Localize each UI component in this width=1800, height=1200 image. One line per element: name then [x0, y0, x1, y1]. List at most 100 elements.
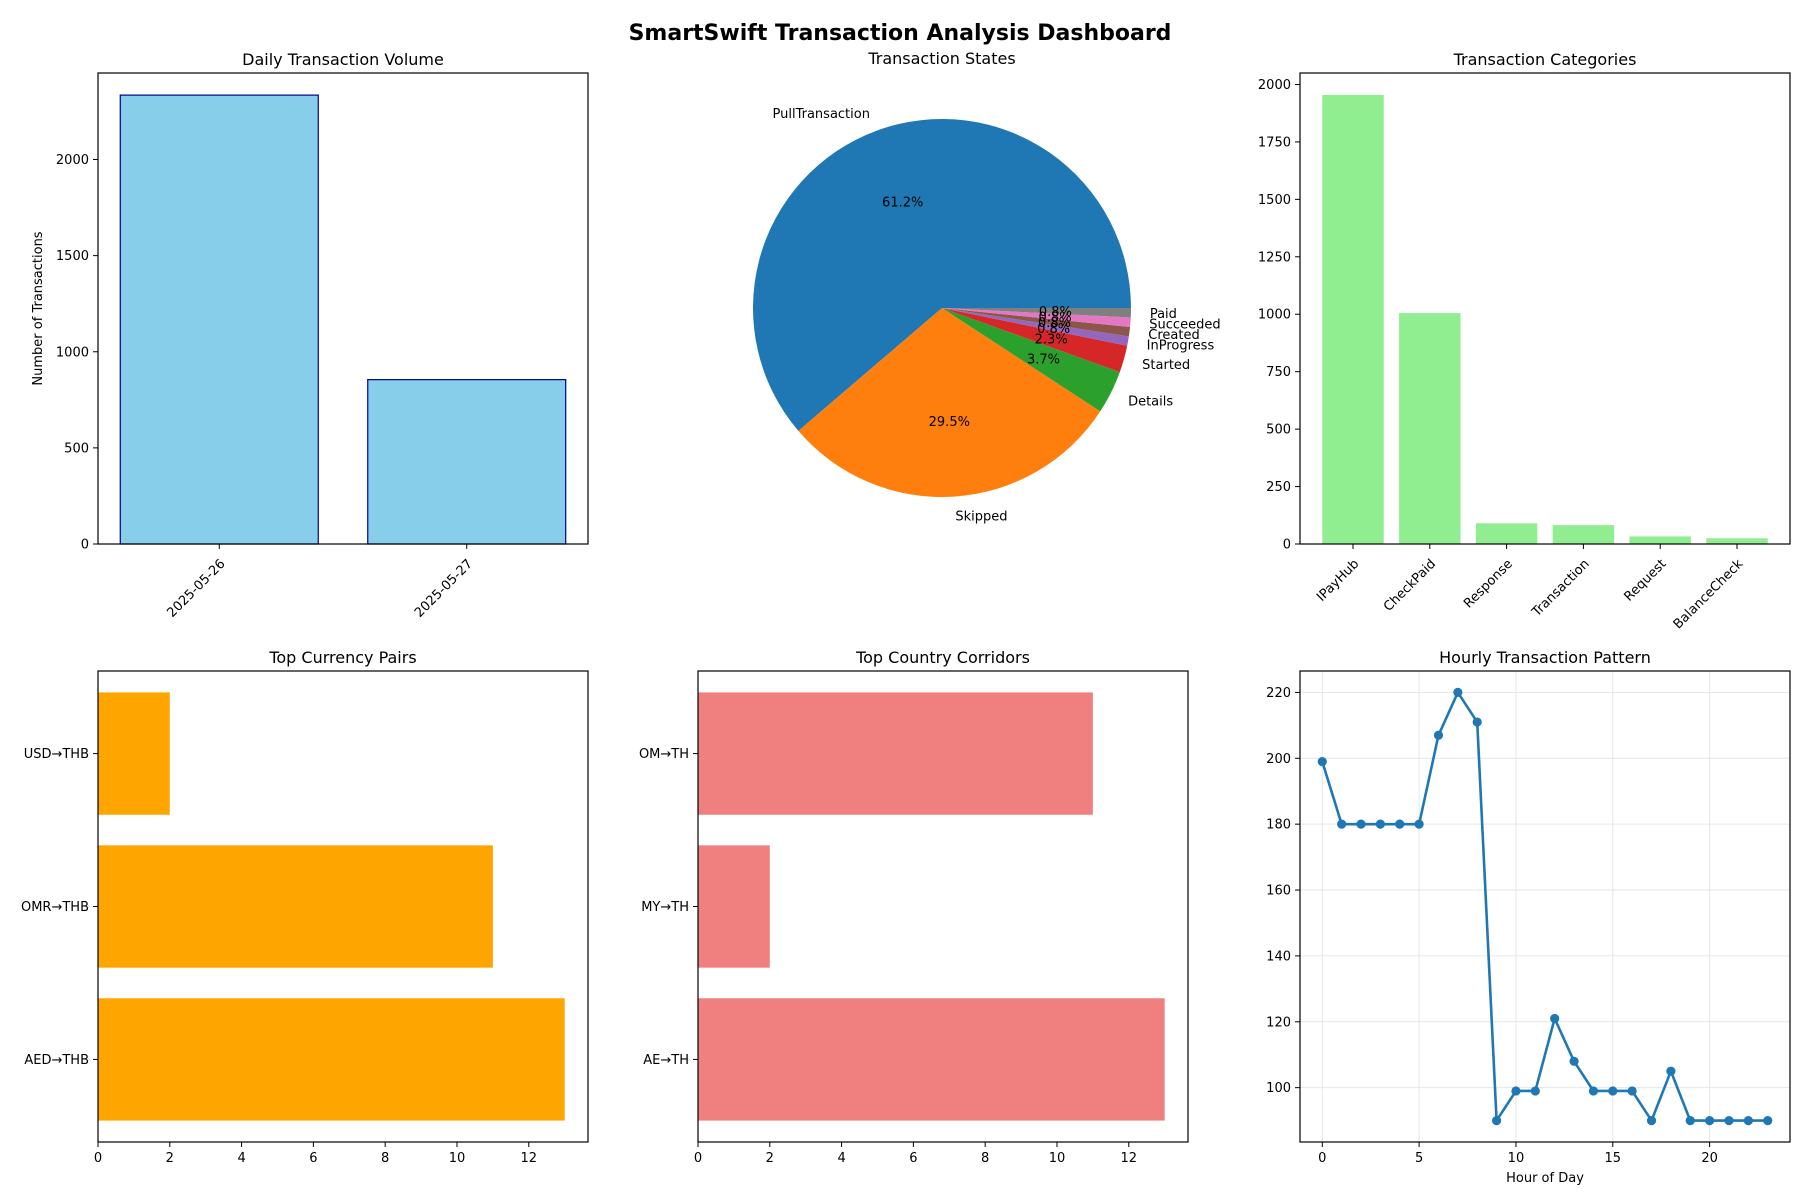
hourly-pattern-point	[1453, 687, 1463, 698]
transaction-categories-bar	[1706, 538, 1768, 544]
transaction-categories-xtick-label: BalanceCheck	[1671, 556, 1747, 632]
country-corridors-ytick-label: AE→TH	[643, 1053, 689, 1068]
hourly-pattern-point	[1705, 1115, 1715, 1126]
hourly-pattern-point	[1685, 1115, 1695, 1126]
transaction-states-slice	[942, 308, 1129, 346]
transaction-states-pct-label: 0.8%	[1039, 311, 1072, 326]
hourly-pattern-frame	[1299, 670, 1791, 1143]
currency-pairs-bar	[98, 845, 493, 968]
hourly-pattern-point	[1530, 1086, 1540, 1096]
daily-volume-ytick-label: 0	[81, 538, 89, 553]
country-corridors-xtick-label: 10	[1049, 1151, 1066, 1166]
daily-volume-bar	[119, 94, 319, 545]
hourly-pattern-point	[1317, 756, 1327, 767]
hourly-pattern-point	[1666, 1066, 1676, 1076]
daily-volume-ytick-label: 500	[64, 441, 89, 456]
daily-volume-xtick-label: 2025-05-27	[412, 557, 476, 621]
currency-pairs-xtick-label: 6	[309, 1151, 317, 1166]
transaction-states-label: Skipped	[955, 509, 1007, 524]
hourly-pattern-xtick-label: 15	[1605, 1151, 1622, 1166]
hourly-pattern-title: Hourly Transaction Pattern	[1439, 648, 1651, 667]
currency-pairs-chart: AED→THB OMR→THB USD→THB 0 2 4 6 8 10 12 Top Curren…	[21, 648, 589, 1166]
hourly-pattern-point	[1511, 1086, 1521, 1096]
dashboard-title: SmartSwift Transaction Analysis Dashboar…	[629, 21, 1172, 46]
transaction-states-slice	[942, 308, 1131, 337]
currency-pairs-xtick-label: 4	[237, 1151, 245, 1166]
transaction-states-slice	[942, 308, 1131, 318]
currency-pairs-ytick-label: USD→THB	[24, 747, 89, 762]
country-corridors-xtick-label: 12	[1120, 1151, 1137, 1166]
currency-pairs-title: Top Currency Pairs	[268, 648, 416, 667]
hourly-pattern-point	[1724, 1115, 1734, 1126]
hourly-pattern-point	[1608, 1086, 1618, 1096]
hourly-pattern-ytick-label: 220	[1266, 686, 1291, 701]
transaction-categories-frame	[1299, 72, 1791, 545]
hourly-pattern-xlabel: Hour of Day	[1506, 1171, 1584, 1186]
transaction-categories-bar	[1475, 523, 1538, 544]
transaction-states-pct-label: 0.8%	[1039, 305, 1072, 320]
daily-volume-title: Daily Transaction Volume	[242, 50, 444, 69]
hourly-pattern-ytick-label: 100	[1266, 1081, 1291, 1096]
daily-volume-ylabel: Number of Transactions	[31, 231, 46, 385]
country-corridors-xtick-label: 6	[909, 1151, 917, 1166]
transaction-categories-ytick-label: 0	[1283, 538, 1291, 553]
transaction-states-label: Succeeded	[1149, 318, 1220, 333]
transaction-states-label: PullTransaction	[773, 107, 870, 122]
transaction-categories-xtick-label: Transaction	[1529, 557, 1593, 621]
country-corridors-bar	[698, 692, 1093, 815]
currency-pairs-xtick-label: 8	[381, 1151, 389, 1166]
transaction-states-slice	[942, 308, 1131, 327]
hourly-pattern-series-line	[1321, 691, 1768, 1122]
transaction-states-pct-label: 2.3%	[1035, 333, 1068, 348]
country-corridors-ytick-label: OM→TH	[639, 747, 689, 762]
daily-volume-ytick-label: 2000	[56, 153, 89, 168]
hourly-pattern-ytick-label: 200	[1266, 752, 1291, 767]
transaction-categories-bar	[1629, 536, 1691, 544]
hourly-pattern-point	[1646, 1115, 1657, 1126]
transaction-categories-ytick-label: 250	[1266, 480, 1291, 495]
transaction-categories-xtick-label: IPayHub	[1314, 557, 1362, 605]
transaction-categories-bar	[1552, 525, 1615, 544]
country-corridors-xtick-label: 2	[766, 1151, 774, 1166]
hourly-pattern-point	[1414, 819, 1424, 829]
currency-pairs-ytick-label: AED→THB	[24, 1053, 89, 1068]
country-corridors-bar	[698, 998, 1165, 1121]
daily-volume-frame	[97, 72, 589, 545]
hourly-pattern-xtick-label: 20	[1701, 1151, 1718, 1166]
hourly-pattern-point	[1395, 819, 1405, 829]
hourly-pattern-ytick-label: 160	[1266, 884, 1291, 899]
transaction-categories-title: Transaction Categories	[1453, 50, 1637, 69]
transaction-states-pct-label: 3.7%	[1027, 353, 1060, 368]
daily-volume-xtick-label: 2025-05-26	[164, 557, 228, 621]
transaction-states-pct-label: 29.5%	[929, 415, 970, 430]
daily-volume-ytick-label: 1500	[56, 249, 89, 264]
currency-pairs-xtick-label: 10	[449, 1151, 466, 1166]
hourly-pattern-point	[1763, 1115, 1773, 1126]
transaction-categories-ytick-label: 2000	[1258, 78, 1291, 93]
hourly-pattern-xtick-label: 10	[1508, 1151, 1525, 1166]
transaction-states-pct-label: 0.8%	[1038, 316, 1071, 331]
country-corridors-chart: AE→TH MY→TH OM→TH 0 2 4 6 8 10 12 Top Country Corr…	[639, 648, 1189, 1166]
hourly-pattern-point	[1356, 819, 1366, 829]
transaction-states-pct-label: 61.2%	[882, 196, 923, 211]
hourly-pattern-point	[1337, 819, 1347, 829]
transaction-states-chart: Transaction States PullTransaction 61.2% Sk…	[753, 49, 1221, 524]
transaction-categories-ytick-label: 1500	[1258, 193, 1291, 208]
country-corridors-title: Top Country Corridors	[855, 648, 1030, 667]
transaction-states-title: Transaction States	[867, 49, 1015, 68]
currency-pairs-xtick-label: 12	[520, 1151, 537, 1166]
transaction-categories-ytick-label: 1250	[1258, 250, 1291, 265]
country-corridors-xtick-label: 4	[837, 1151, 845, 1166]
country-corridors-xtick-label: 8	[981, 1151, 989, 1166]
country-corridors-ytick-label: MY→TH	[641, 900, 689, 915]
currency-pairs-xtick-label: 0	[94, 1151, 102, 1166]
transaction-categories-ytick-label: 1000	[1258, 308, 1291, 323]
currency-pairs-bar	[98, 998, 565, 1121]
hourly-pattern-point	[1627, 1086, 1637, 1096]
hourly-pattern-chart: 0 5 10 15 20 100 120 140 160 180 200 220 Hourly Tran…	[1266, 648, 1791, 1186]
transaction-categories-bar	[1399, 313, 1461, 544]
currency-pairs-bar	[98, 692, 170, 815]
charts-layer: 2025-05-26 2025-05-270500100015002000Dail…	[21, 49, 1791, 1186]
hourly-pattern-xtick-label: 0	[1318, 1151, 1326, 1166]
